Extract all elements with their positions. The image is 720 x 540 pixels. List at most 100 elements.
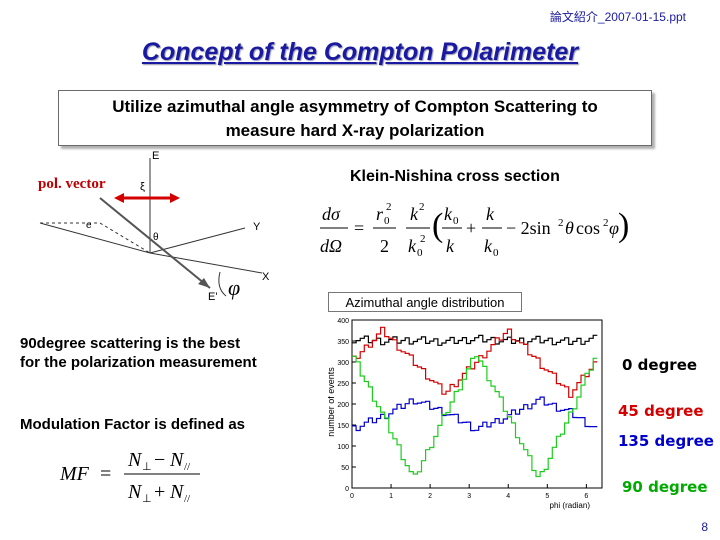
- legend-135-degree: 135 degree: [618, 432, 714, 450]
- pol-vector-label: pol. vector: [38, 176, 106, 192]
- plot-series: [352, 326, 598, 478]
- kn-label: Klein-Nishina cross section: [350, 168, 560, 185]
- svg-text:dΩ: dΩ: [320, 236, 342, 256]
- file-name: 論文紹介_2007-01-15.ppt: [549, 10, 686, 24]
- legend-0-degree: 0 degree: [622, 356, 698, 374]
- ytick-label: 100: [337, 444, 349, 451]
- incident-line: [39, 222, 151, 254]
- slide-title: Concept of the Compton Polarimeter: [141, 38, 579, 66]
- svg-text:θ: θ: [565, 218, 574, 238]
- svg-text:k: k: [408, 236, 417, 256]
- svg-text:−: −: [154, 449, 165, 471]
- svg-text:(: (: [432, 207, 443, 244]
- svg-text:N: N: [127, 449, 143, 471]
- plot-ylabel: number of events: [328, 367, 336, 437]
- plot-frame: [351, 319, 603, 489]
- plot-title: Azimuthal angle distribution: [328, 292, 522, 312]
- label-eprime: E': [208, 291, 217, 303]
- svg-text:φ: φ: [609, 218, 619, 238]
- ninety-line-2: for the polarization measurement: [20, 354, 257, 371]
- label-theta: θ: [153, 232, 159, 243]
- svg-text://: //: [184, 461, 191, 473]
- svg-text:2: 2: [380, 236, 389, 256]
- azimuthal-plot: 0 50 100 150 200 250 300 350 400 0 1 2 3 4 5 6 number …: [328, 318, 603, 510]
- svg-text:cos: cos: [576, 218, 600, 238]
- xtick-label: 0: [350, 493, 354, 500]
- svg-text:+: +: [154, 481, 165, 503]
- ninety-degree-note: 90degree scattering is the best for the …: [20, 334, 257, 372]
- plot-xticks: 0 1 2 3 4 5 6: [350, 484, 588, 500]
- label-small-e: e: [86, 220, 92, 231]
- ytick-label: 350: [337, 339, 349, 346]
- summary-box: Utilize azimuthal angle asymmetry of Com…: [58, 90, 652, 146]
- ninety-line-1: 90degree scattering is the best: [20, 335, 241, 352]
- arrowhead: [198, 278, 210, 288]
- xtick-label: 1: [389, 493, 393, 500]
- ytick-label: 250: [337, 381, 349, 388]
- page-number: 8: [701, 520, 708, 534]
- svg-text:k: k: [444, 204, 453, 224]
- svg-text:0: 0: [417, 247, 423, 259]
- pol-arrowhead-left: [114, 193, 124, 203]
- svg-text:=: =: [354, 218, 364, 238]
- svg-text:0: 0: [384, 215, 390, 227]
- svg-text:⊥: ⊥: [142, 461, 152, 473]
- label-e: E: [152, 150, 159, 162]
- mf-formula: MF = N ⊥ − N// N ⊥ + N//: [59, 449, 200, 505]
- scattering-diagram: E ξ e θ Y X E' φ: [39, 150, 270, 303]
- svg-text:N: N: [127, 481, 143, 503]
- svg-text://: //: [184, 493, 191, 505]
- xtick-label: 3: [467, 493, 471, 500]
- svg-text:0: 0: [453, 215, 459, 227]
- legend-90-degree: 90 degree: [622, 478, 708, 496]
- label-phi: φ: [228, 275, 240, 300]
- ytick-label: 50: [341, 465, 349, 472]
- xtick-label: 2: [428, 493, 432, 500]
- series-line-1: [352, 326, 598, 398]
- svg-text:k: k: [410, 204, 419, 224]
- dashed-line-2: [99, 222, 151, 254]
- summary-line-1: Utilize azimuthal angle asymmetry of Com…: [112, 97, 598, 116]
- xtick-label: 5: [545, 493, 549, 500]
- series-line-3: [352, 355, 598, 478]
- label-x: X: [262, 271, 270, 283]
- svg-text:r: r: [376, 204, 384, 224]
- svg-text:− 2sin: − 2sin: [506, 218, 551, 238]
- svg-text:k: k: [446, 236, 455, 256]
- xtick-label: 4: [506, 493, 510, 500]
- svg-text:N: N: [169, 449, 185, 471]
- series-line-0: [352, 334, 598, 346]
- plot-yticks: 0 50 100 150 200 250 300 350 400: [337, 318, 356, 493]
- svg-text:+: +: [466, 218, 476, 238]
- label-xi: ξ: [140, 181, 145, 193]
- axis-y: [149, 227, 246, 254]
- svg-text:⊥: ⊥: [142, 493, 152, 505]
- svg-text:2: 2: [386, 201, 392, 213]
- ytick-label: 150: [337, 423, 349, 430]
- svg-text:0: 0: [493, 247, 499, 259]
- series-line-2: [352, 396, 598, 432]
- axis-x: [149, 252, 263, 274]
- svg-text:2: 2: [420, 233, 426, 245]
- pol-arrowhead-right: [170, 193, 180, 203]
- svg-text:MF: MF: [59, 463, 90, 485]
- legend-45-degree: 45 degree: [618, 402, 704, 420]
- ytick-label: 300: [337, 360, 349, 367]
- svg-text:dσ: dσ: [322, 204, 341, 224]
- phi-arc: [218, 271, 227, 297]
- ytick-label: 0: [345, 486, 349, 493]
- modulation-factor-note: Modulation Factor is defined as: [20, 416, 246, 433]
- svg-text:2: 2: [558, 217, 564, 229]
- svg-text:k: k: [484, 236, 493, 256]
- ytick-label: 400: [337, 318, 349, 325]
- svg-text:2: 2: [603, 217, 609, 229]
- svg-text:2: 2: [419, 201, 425, 213]
- scattered-ray: [99, 197, 211, 289]
- ytick-label: 200: [337, 402, 349, 409]
- plot-xlabel: phi (radian): [550, 501, 591, 510]
- svg-text:k: k: [486, 204, 495, 224]
- summary-line-2: measure hard X-ray polarization: [225, 121, 485, 140]
- svg-text:): ): [618, 207, 628, 244]
- svg-text:=: =: [100, 463, 111, 485]
